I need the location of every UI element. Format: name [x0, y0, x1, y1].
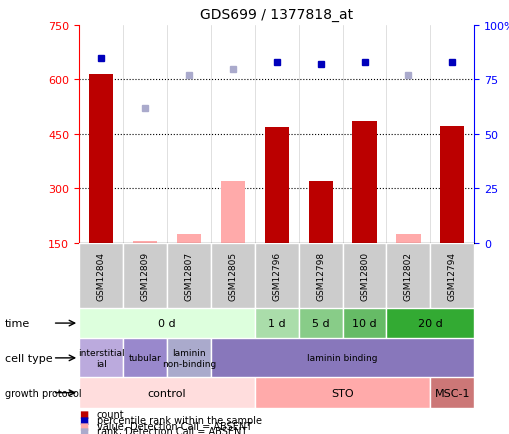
Bar — [342, 243, 386, 308]
Text: 10 d: 10 d — [352, 319, 376, 328]
Bar — [298, 308, 342, 339]
Bar — [308, 181, 332, 243]
Bar — [254, 378, 430, 408]
Text: ■: ■ — [79, 410, 88, 419]
Text: 1 d: 1 d — [267, 319, 285, 328]
Text: laminin
non-binding: laminin non-binding — [161, 349, 215, 368]
Bar — [220, 181, 244, 243]
Text: GSM12809: GSM12809 — [140, 251, 149, 300]
Bar — [386, 243, 430, 308]
Bar — [79, 308, 254, 339]
Text: GSM12798: GSM12798 — [316, 251, 324, 300]
Text: ■: ■ — [79, 421, 88, 431]
Text: value, Detection Call = ABSENT: value, Detection Call = ABSENT — [97, 421, 251, 431]
Bar — [89, 75, 113, 243]
Text: percentile rank within the sample: percentile rank within the sample — [97, 415, 262, 425]
Text: laminin binding: laminin binding — [307, 354, 377, 362]
Bar — [439, 126, 464, 243]
Text: GSM12804: GSM12804 — [96, 251, 105, 300]
Bar — [352, 122, 376, 243]
Bar — [210, 243, 254, 308]
Bar — [298, 243, 342, 308]
Text: ■: ■ — [79, 427, 88, 434]
Text: time: time — [5, 319, 31, 328]
Text: cell type: cell type — [5, 353, 52, 363]
Text: count: count — [97, 410, 124, 419]
Bar — [210, 339, 473, 378]
Bar — [264, 127, 288, 243]
Text: GSM12800: GSM12800 — [359, 251, 369, 300]
Bar — [386, 308, 473, 339]
Text: growth protocol: growth protocol — [5, 388, 81, 398]
Bar — [79, 339, 123, 378]
Text: 0 d: 0 d — [158, 319, 176, 328]
Bar — [177, 234, 201, 243]
Bar — [254, 243, 298, 308]
Text: 20 d: 20 d — [417, 319, 442, 328]
Text: GSM12805: GSM12805 — [228, 251, 237, 300]
Bar — [79, 243, 123, 308]
Text: ■: ■ — [79, 415, 88, 425]
Bar — [166, 243, 210, 308]
Bar — [132, 241, 157, 243]
Title: GDS699 / 1377818_at: GDS699 / 1377818_at — [200, 8, 353, 22]
Bar — [166, 339, 210, 378]
Bar — [342, 308, 386, 339]
Text: control: control — [147, 388, 186, 398]
Bar — [123, 339, 166, 378]
Bar — [430, 243, 473, 308]
Text: interstitial
ial: interstitial ial — [77, 349, 124, 368]
Text: GSM12807: GSM12807 — [184, 251, 193, 300]
Text: 5 d: 5 d — [311, 319, 329, 328]
Text: GSM12802: GSM12802 — [403, 251, 412, 300]
Bar — [79, 378, 254, 408]
Text: rank, Detection Call = ABSENT: rank, Detection Call = ABSENT — [97, 427, 247, 434]
Text: tubular: tubular — [128, 354, 161, 362]
Bar — [123, 243, 166, 308]
Text: GSM12794: GSM12794 — [447, 251, 456, 300]
Text: MSC-1: MSC-1 — [434, 388, 469, 398]
Text: GSM12796: GSM12796 — [272, 251, 280, 300]
Text: STO: STO — [330, 388, 353, 398]
Bar — [254, 308, 298, 339]
Bar — [395, 234, 420, 243]
Bar — [430, 378, 473, 408]
